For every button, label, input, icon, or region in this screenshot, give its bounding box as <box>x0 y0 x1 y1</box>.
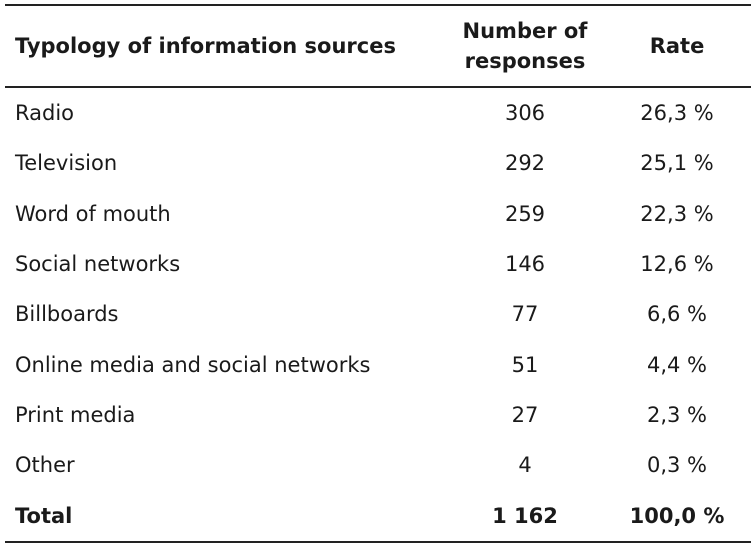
cell-source: Word of mouth <box>15 201 171 226</box>
table-row: Word of mouth 259 22,3 % <box>5 189 751 239</box>
cell-rate: 26,3 % <box>640 101 714 126</box>
table-row: Radio 306 26,3 % <box>5 87 751 138</box>
header-responses-line1: Number of <box>462 19 588 43</box>
table-row: Social networks 146 12,6 % <box>5 239 751 289</box>
cell-responses: 51 <box>511 352 539 377</box>
table-body: Radio 306 26,3 % Television 292 25,1 % W… <box>5 87 751 542</box>
cell-responses: 292 <box>504 151 546 176</box>
cell-responses: 77 <box>511 302 539 327</box>
cell-rate: 4,4 % <box>646 352 708 377</box>
table-row: Print media 27 2,3 % <box>5 390 751 440</box>
table-row: Other 4 0,3 % <box>5 440 751 490</box>
cell-rate: 12,6 % <box>640 252 714 277</box>
information-sources-table: Typology of information sources Number o… <box>5 4 751 543</box>
cell-rate: 2,3 % <box>646 402 708 427</box>
cell-responses: 306 <box>504 101 546 126</box>
total-responses: 1 162 <box>492 503 558 528</box>
cell-rate: 25,1 % <box>640 151 714 176</box>
cell-source: Other <box>15 453 75 478</box>
cell-source: Print media <box>15 402 136 427</box>
cell-source: Radio <box>15 101 75 126</box>
cell-source: Television <box>15 151 118 176</box>
sources-table-container: Typology of information sources Number o… <box>5 4 751 543</box>
cell-responses: 259 <box>504 201 546 226</box>
header-responses: Number of responses <box>447 5 603 87</box>
total-rate: 100,0 % <box>629 503 725 528</box>
table-header: Typology of information sources Number o… <box>5 5 751 87</box>
cell-source: Social networks <box>15 252 181 277</box>
cell-rate: 6,6 % <box>646 302 708 327</box>
header-row: Typology of information sources Number o… <box>5 5 751 87</box>
cell-source: Online media and social networks <box>15 352 371 377</box>
cell-responses: 27 <box>511 402 539 427</box>
total-row: Total 1 162 100,0 % <box>5 490 751 542</box>
cell-source: Billboards <box>15 302 119 327</box>
cell-rate: 22,3 % <box>640 201 714 226</box>
cell-responses: 4 <box>518 453 532 478</box>
table-row: Online media and social networks 51 4,4 … <box>5 339 751 389</box>
header-source: Typology of information sources <box>15 34 396 58</box>
total-label: Total <box>15 503 73 528</box>
cell-rate: 0,3 % <box>646 453 708 478</box>
cell-responses: 146 <box>504 252 546 277</box>
table-row: Billboards 77 6,6 % <box>5 289 751 339</box>
header-responses-line2: responses <box>464 49 586 73</box>
table-row: Television 292 25,1 % <box>5 138 751 188</box>
header-rate: Rate <box>649 34 705 58</box>
